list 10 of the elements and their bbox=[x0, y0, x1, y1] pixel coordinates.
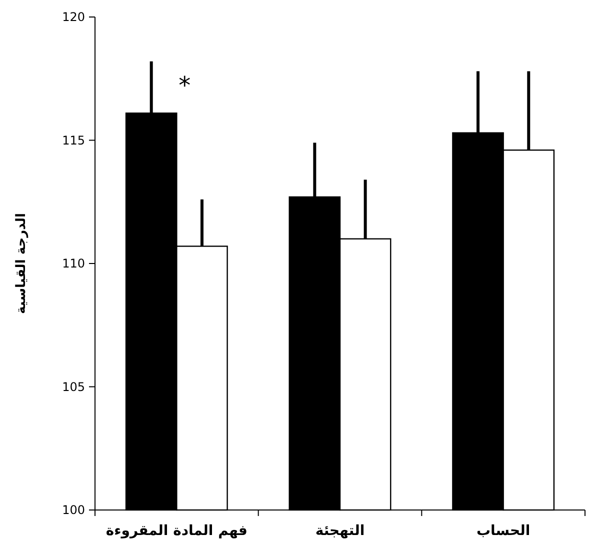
y-axis-title: الدرجة القياسية bbox=[14, 213, 29, 314]
x-tick-label: فهم المادة المقروءة bbox=[106, 523, 248, 539]
y-tick-label: 100 bbox=[62, 503, 85, 517]
y-tick-label: 120 bbox=[62, 10, 85, 24]
y-tick-label: 115 bbox=[62, 133, 85, 148]
y-tick-label: 105 bbox=[62, 380, 85, 394]
x-tick-label: الحساب bbox=[476, 523, 530, 539]
x-tick-label: التهجئة bbox=[315, 523, 365, 539]
annotation: * bbox=[178, 71, 191, 100]
y-tick-label: 110 bbox=[62, 256, 85, 270]
